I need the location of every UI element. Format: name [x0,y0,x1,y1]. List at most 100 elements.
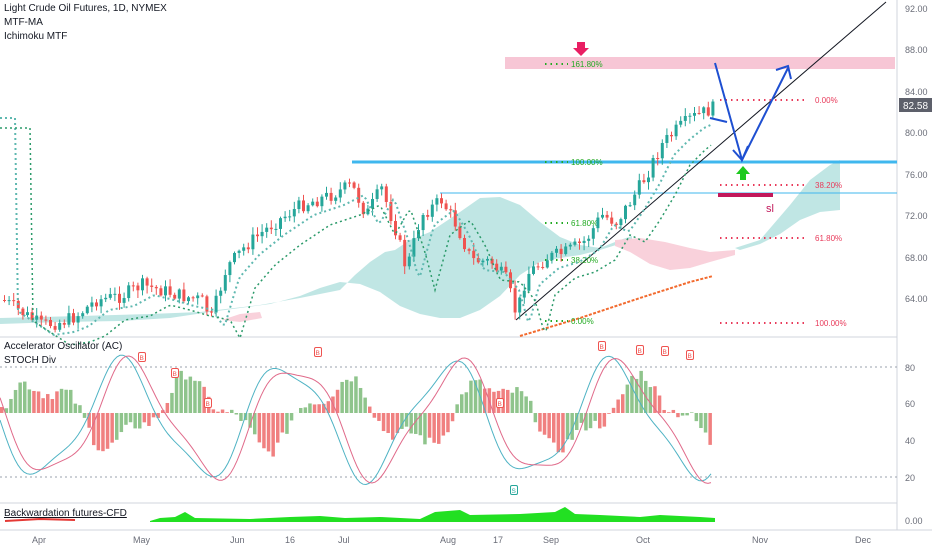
ac-bar [266,413,271,452]
price-tick: 76.00 [905,170,928,180]
candle-body [219,290,223,296]
candle-body [95,302,98,307]
ac-bar [59,388,64,413]
ac-bar [533,413,538,423]
ac-bar [400,413,404,429]
candle-body [127,285,131,299]
candle-body [412,238,416,257]
ac-bar [161,410,165,413]
candle-body [233,252,236,263]
osc-tick: 60 [905,399,915,409]
candle-body [39,315,43,320]
candle-body [486,258,489,261]
candle-body [237,250,241,253]
candle-body [35,315,39,320]
candle-body [108,294,112,298]
candle-body [292,209,296,217]
divergence-marker [171,368,179,378]
ac-bar [271,413,275,457]
ac-bar [593,413,597,421]
buy-arrow-icon [736,166,750,180]
osc-tick: 20 [905,473,915,483]
indicator-backwardation[interactable]: Backwardation futures-CFD [4,508,127,519]
ac-bar [657,395,662,413]
candle-body [159,288,163,296]
ac-bar [133,413,137,429]
candle-body [389,201,393,221]
ac-bar [395,413,400,434]
ac-bar [653,386,657,413]
month-tick: Sep [543,535,559,545]
ac-bar [506,389,510,413]
ac-bar [358,387,363,413]
ac-bar [101,413,105,452]
candle-body [559,248,563,255]
divergence-marker-label: B [688,353,692,360]
ac-bar [276,413,280,443]
ac-bar [225,412,229,413]
candle-body [711,101,715,116]
candle-body [614,223,618,226]
ac-bar [165,402,170,413]
candle-body [601,214,604,218]
candle-body [444,203,448,210]
ac-bar [124,413,128,425]
indicator-stoch-div[interactable]: STOCH Div [4,355,57,366]
candle-body [154,286,158,289]
candle-body [407,256,411,267]
candle-body [67,313,71,325]
candle-body [472,250,476,259]
ac-bar [363,397,367,413]
candle-body [325,192,328,197]
orange-trend [519,275,714,337]
indicator-ichimoku[interactable]: Ichimoku MTF [4,31,68,42]
candle-body [453,210,457,227]
candle-body [168,286,172,295]
ac-bar [216,411,220,413]
candle-body [361,202,365,215]
ac-bar [4,408,9,413]
ac-bar [303,407,308,413]
ac-bar [473,380,478,413]
fib-label: 100.00% [571,158,603,167]
ac-bar [234,413,239,415]
ac-bar [561,413,565,453]
candle-body [495,263,499,271]
ac-bar [588,413,593,429]
ac-bar [110,413,114,443]
osc-tick: 40 [905,436,915,446]
month-tick: May [133,535,151,545]
chart-title[interactable]: Light Crude Oil Futures, 1D, NYMEX [4,3,167,14]
ac-bar [73,403,78,413]
indicator-mtf-ma[interactable]: MTF-MA [4,17,43,28]
ac-bar [469,380,473,413]
candle-body [518,297,522,313]
indicator-ac[interactable]: Accelerator Oscillator (AC) [4,341,123,352]
ac-bar [354,376,358,413]
ac-bar [55,391,59,413]
candle-body [440,198,443,204]
ac-bar [184,379,188,413]
ac-bar [18,382,22,413]
ac-bar [174,377,179,413]
ac-bar [547,413,551,439]
candle-body [164,286,167,296]
ac-bar [423,413,427,445]
candle-body [246,247,250,250]
candle-body [210,311,213,313]
candle-body [605,214,609,218]
month-tick: Apr [32,535,46,545]
ac-bar [197,381,202,413]
price-tick: 68.00 [905,253,928,263]
ac-bar [138,413,142,429]
bw-tick: 0.00 [905,516,923,526]
candle-body [49,319,52,327]
ac-bar [529,400,533,413]
fib-label: 61.80% [571,219,598,228]
candle-body [545,260,549,268]
candle-body [591,228,595,239]
candle-body [72,313,75,323]
candle-body [394,220,397,236]
ac-bar [211,409,216,413]
